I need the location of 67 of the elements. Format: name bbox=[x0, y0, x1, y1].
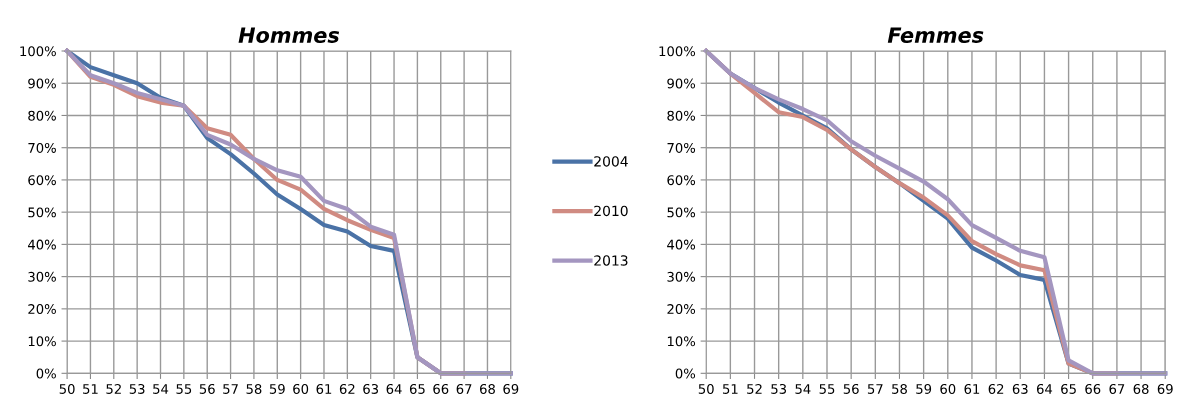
x-tick-label: 52 bbox=[106, 383, 121, 394]
x-tick-label: 66 bbox=[433, 383, 449, 394]
y-tick-label: 10% bbox=[667, 336, 696, 347]
x-tick-label: 50 bbox=[59, 383, 75, 394]
chart-title: Hommes bbox=[238, 27, 340, 43]
x-tick-label: 64 bbox=[386, 383, 402, 394]
x-tick-label: 60 bbox=[940, 383, 956, 394]
x-tick-label: 69 bbox=[1157, 383, 1173, 394]
x-tick-label: 67 bbox=[1109, 383, 1125, 394]
x-tick-label: 57 bbox=[867, 384, 883, 394]
y-tick-label: 20% bbox=[28, 304, 56, 315]
x-tick-label: 59 bbox=[916, 383, 932, 394]
x-tick-label: 60 bbox=[293, 383, 309, 394]
x-tick-label: 56 bbox=[199, 383, 215, 394]
x-tick-label: 66 bbox=[1085, 383, 1101, 394]
x-tick-label: 63 bbox=[1012, 383, 1028, 394]
chart-title: Femmes bbox=[887, 27, 984, 43]
x-tick-label: 56 bbox=[843, 383, 859, 394]
legend-label: 2010 bbox=[594, 205, 628, 217]
x-tick-label: 55 bbox=[819, 384, 835, 394]
y-tick-label: 70% bbox=[667, 142, 696, 153]
x-tick-label: 54 bbox=[153, 384, 169, 394]
legend-label: 2004 bbox=[594, 156, 628, 167]
y-tick-label: 0% bbox=[675, 368, 696, 379]
x-tick-label: 59 bbox=[269, 383, 285, 394]
y-tick-label: 40% bbox=[27, 239, 56, 250]
x-tick-label: 52 bbox=[747, 383, 762, 394]
x-tick-label: 61 bbox=[964, 383, 980, 394]
y-tick-label: 40% bbox=[667, 239, 696, 250]
x-tick-label: 53 bbox=[771, 383, 787, 394]
x-tick-label: 64 bbox=[1036, 383, 1053, 394]
y-tick-label: 30% bbox=[667, 271, 696, 282]
x-tick-label: 62 bbox=[339, 383, 355, 394]
legend-label: 2013 bbox=[594, 255, 628, 266]
y-tick-label: 80% bbox=[667, 110, 696, 121]
x-tick-label: 69 bbox=[503, 383, 519, 394]
y-tick-label: 90% bbox=[667, 78, 696, 89]
x-tick-label: 62 bbox=[988, 383, 1004, 394]
x-tick-label: 51 bbox=[722, 384, 738, 394]
x-tick-label: 63 bbox=[363, 383, 379, 394]
x-tick-label: 68 bbox=[1133, 383, 1149, 394]
y-tick-label: 50% bbox=[28, 207, 56, 218]
x-tick-label: 50 bbox=[698, 383, 714, 394]
x-tick-label: 68 bbox=[479, 383, 495, 394]
y-tick-label: 0% bbox=[36, 368, 56, 379]
y-tick-label: 50% bbox=[667, 207, 696, 218]
x-tick-label: 65 bbox=[1061, 383, 1076, 394]
x-tick-label: 65 bbox=[409, 383, 425, 394]
y-tick-label: 100% bbox=[20, 46, 56, 57]
x-tick-label: 55 bbox=[176, 384, 192, 394]
x-tick-label: 57 bbox=[223, 384, 238, 394]
y-tick-label: 10% bbox=[28, 336, 56, 347]
y-tick-label: 20% bbox=[667, 304, 696, 315]
y-tick-label: 80% bbox=[28, 110, 56, 121]
x-tick-label: 54 bbox=[795, 384, 811, 394]
x-tick-label: 58 bbox=[892, 383, 907, 394]
x-tick-label: 67 bbox=[456, 383, 472, 394]
x-tick-label: 61 bbox=[316, 383, 332, 394]
y-tick-label: 70% bbox=[28, 142, 56, 153]
y-tick-label: 90% bbox=[28, 78, 56, 89]
y-tick-label: 30% bbox=[28, 271, 56, 282]
x-tick-label: 51 bbox=[83, 384, 98, 394]
y-tick-label: 60% bbox=[667, 175, 696, 186]
x-tick-label: 53 bbox=[129, 383, 145, 394]
x-tick-label: 58 bbox=[246, 383, 262, 394]
y-tick-label: 100% bbox=[659, 46, 696, 57]
y-tick-label: 60% bbox=[28, 175, 56, 186]
